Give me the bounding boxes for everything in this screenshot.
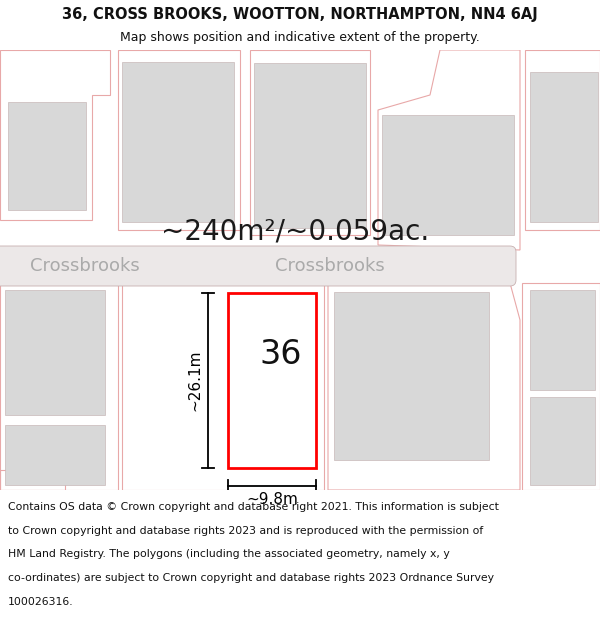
Bar: [5, 425, 105, 485]
Bar: [530, 290, 595, 390]
Bar: [530, 397, 595, 485]
Text: Crossbrooks: Crossbrooks: [30, 257, 140, 275]
Bar: [122, 62, 234, 222]
Text: Crossbrooks: Crossbrooks: [275, 257, 385, 275]
FancyBboxPatch shape: [0, 246, 516, 286]
Text: ~240m²/~0.059ac.: ~240m²/~0.059ac.: [161, 218, 429, 246]
Text: 100026316.: 100026316.: [8, 597, 73, 607]
Bar: [5, 290, 105, 415]
Bar: [8, 102, 86, 210]
Text: HM Land Registry. The polygons (including the associated geometry, namely x, y: HM Land Registry. The polygons (includin…: [8, 549, 449, 559]
Bar: [382, 115, 514, 235]
Text: 36, CROSS BROOKS, WOOTTON, NORTHAMPTON, NN4 6AJ: 36, CROSS BROOKS, WOOTTON, NORTHAMPTON, …: [62, 6, 538, 21]
Bar: [228, 293, 316, 468]
Text: ~26.1m: ~26.1m: [187, 350, 203, 411]
Text: Contains OS data © Crown copyright and database right 2021. This information is : Contains OS data © Crown copyright and d…: [8, 502, 499, 512]
Text: Map shows position and indicative extent of the property.: Map shows position and indicative extent…: [120, 31, 480, 44]
Text: to Crown copyright and database rights 2023 and is reproduced with the permissio: to Crown copyright and database rights 2…: [8, 526, 483, 536]
Bar: [254, 63, 366, 228]
Bar: [530, 72, 598, 222]
Bar: [334, 292, 489, 460]
Bar: [0, 470, 65, 490]
Text: co-ordinates) are subject to Crown copyright and database rights 2023 Ordnance S: co-ordinates) are subject to Crown copyr…: [8, 573, 494, 583]
Text: ~9.8m: ~9.8m: [246, 492, 298, 508]
Text: 36: 36: [260, 338, 302, 371]
